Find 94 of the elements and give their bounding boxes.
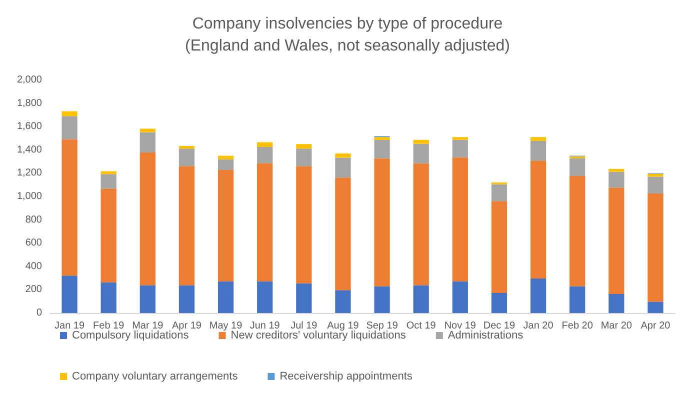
- y-tick-label: 1,400: [16, 144, 42, 156]
- bar: [648, 176, 664, 194]
- bar: [491, 201, 508, 293]
- bar: [296, 148, 312, 166]
- y-tick-label: 1,600: [16, 121, 42, 132]
- bar: [296, 166, 312, 284]
- bar: [335, 178, 351, 290]
- legend-label: New creditors' voluntary liquidations: [230, 330, 406, 342]
- bar: [257, 281, 273, 313]
- bar: [257, 142, 273, 147]
- y-tick-label: 2,000: [16, 74, 42, 86]
- bar: [140, 285, 156, 313]
- bar: [257, 163, 273, 282]
- y-tick-label: 1,800: [16, 98, 42, 109]
- bar: [608, 294, 624, 313]
- bar: [530, 278, 546, 313]
- bar: [608, 188, 624, 294]
- bar: [374, 158, 390, 286]
- bar: [335, 290, 351, 313]
- legend-label: Compulsory liquidations: [72, 330, 190, 342]
- bar: [218, 156, 234, 160]
- x-tick-label: Mar 19: [132, 320, 164, 332]
- bar: [491, 184, 508, 202]
- bar: [413, 163, 429, 286]
- bar: [100, 282, 116, 313]
- legend-label: Receivership appointments: [280, 370, 413, 382]
- y-tick-label: 1,000: [16, 191, 42, 202]
- bar: [452, 157, 468, 282]
- bar: [413, 144, 429, 164]
- y-tick-label: 1,200: [16, 168, 42, 179]
- bar: [530, 160, 546, 279]
- bar: [62, 276, 78, 313]
- x-tick-label: Mar 20: [600, 320, 632, 332]
- bar: [648, 302, 664, 313]
- bar: [218, 170, 234, 282]
- bar: [335, 154, 351, 158]
- bar: [413, 285, 429, 313]
- legend-label: Administrations: [448, 330, 524, 342]
- bar: [218, 281, 234, 313]
- bar: [530, 140, 546, 161]
- x-tick-label: Apr 20: [640, 320, 671, 332]
- bar: [140, 152, 156, 286]
- y-tick-label: 600: [25, 238, 42, 249]
- x-tick-label: Nov 19: [444, 320, 476, 332]
- bar: [452, 281, 468, 313]
- x-tick-label: Jun 19: [250, 320, 280, 332]
- y-tick-label: 0: [36, 308, 42, 318]
- x-tick-label: Sep 19: [366, 320, 398, 332]
- bar: [100, 188, 116, 282]
- bar: [218, 159, 234, 170]
- bar: [374, 137, 390, 140]
- bar: [570, 158, 586, 176]
- bar: [570, 286, 586, 313]
- bar: [608, 172, 624, 188]
- x-tick-label: Feb 19: [93, 320, 125, 332]
- bar: [178, 146, 195, 149]
- x-tick-label: Aug 19: [327, 320, 360, 332]
- x-tick-label: Oct 19: [406, 320, 436, 332]
- bar: [374, 140, 390, 158]
- bar: [140, 128, 156, 132]
- bar: [648, 193, 664, 302]
- x-tick-label: Apr 19: [172, 320, 202, 332]
- bar: [62, 116, 78, 140]
- bar: [257, 146, 273, 164]
- chart-title: Company insolvencies by type of procedure (England and Wales, not seasonally adjusted): [185, 16, 510, 54]
- bar: [296, 144, 312, 149]
- bar: [452, 140, 468, 158]
- bar: [374, 286, 390, 313]
- bar: [491, 292, 508, 313]
- bar: [140, 132, 156, 152]
- bar: [530, 137, 546, 141]
- x-tick-label: Jan 19: [54, 320, 85, 332]
- bar: [100, 174, 116, 189]
- bar: [178, 148, 195, 166]
- bar: [608, 168, 624, 172]
- bar: [296, 283, 312, 313]
- bar: [570, 176, 586, 286]
- y-tick-label: 800: [25, 214, 42, 226]
- bar: [62, 111, 78, 116]
- bar: [178, 285, 195, 313]
- bar: [413, 140, 429, 144]
- bar: [335, 158, 351, 178]
- bar: [452, 137, 468, 140]
- y-tick-label: 200: [25, 284, 42, 296]
- x-tick-label: Jan 20: [523, 320, 554, 332]
- x-tick-label: Jul 19: [290, 320, 318, 332]
- x-tick-label: Dec 19: [483, 320, 516, 332]
- x-tick-label: Feb 20: [562, 320, 594, 332]
- bar: [62, 139, 78, 276]
- bar: [100, 171, 116, 174]
- legend-label: Company voluntary arrangements: [72, 370, 238, 382]
- bar: [178, 166, 195, 286]
- x-tick-label: May 19: [209, 320, 243, 332]
- y-tick-label: 400: [25, 260, 42, 272]
